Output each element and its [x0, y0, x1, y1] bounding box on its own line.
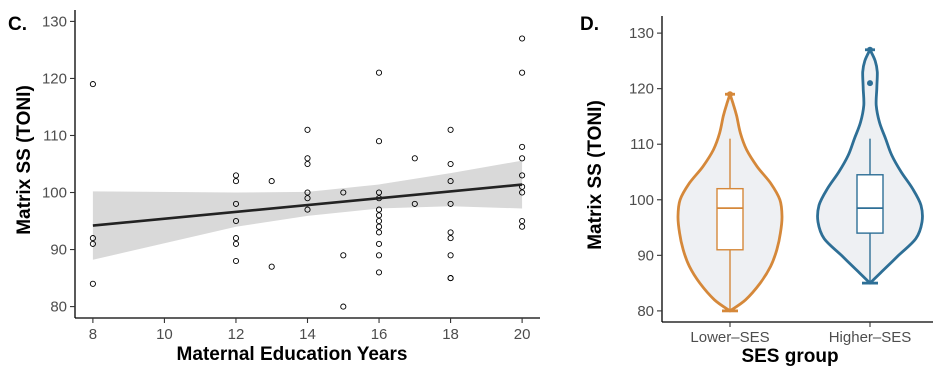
data-point	[304, 195, 311, 202]
panel-c-x-axis-title: Maternal Education Years	[177, 344, 408, 365]
data-point	[304, 126, 311, 133]
data-point	[232, 257, 240, 265]
data-point	[375, 206, 383, 213]
data-point	[268, 178, 275, 185]
panel-d-label: D.	[580, 14, 599, 35]
box	[716, 187, 744, 251]
panel-c-axes: 80 90 100 110 120 130 8 10 12 14 16 18 20	[42, 10, 540, 343]
data-point	[232, 178, 240, 185]
y-tick-label: 120	[629, 81, 654, 98]
confidence-band-area	[92, 160, 523, 260]
scatter-points	[89, 35, 526, 310]
data-point	[447, 200, 454, 207]
panel-d-y-axis-title: Matrix SS (TONI)	[585, 100, 606, 250]
y-tick-label: 110	[43, 127, 67, 144]
data-point	[375, 217, 383, 225]
data-point	[519, 35, 526, 42]
x-tick-label: 14	[299, 326, 316, 343]
data-point	[447, 229, 454, 236]
x-tick-label: 20	[514, 326, 531, 343]
x-tick-label: Higher–SES	[829, 329, 912, 346]
y-tick-label: 130	[42, 13, 67, 30]
data-point	[89, 235, 96, 242]
data-point	[447, 275, 454, 282]
x-tick-label: 10	[156, 326, 173, 343]
box	[856, 174, 884, 234]
data-point	[340, 303, 347, 310]
outlier-point	[867, 80, 873, 87]
y-tick-label: 120	[42, 70, 67, 87]
y-tick-label: 130	[629, 25, 654, 42]
data-point	[519, 189, 526, 196]
data-point	[232, 240, 240, 247]
data-point	[447, 178, 454, 185]
x-tick-label: 18	[442, 326, 459, 343]
data-point	[447, 252, 454, 259]
data-point	[447, 126, 454, 133]
data-point	[375, 212, 383, 219]
data-point	[375, 138, 383, 145]
data-point	[375, 189, 383, 196]
y-tick-label: 110	[630, 136, 654, 153]
y-tick-label: 90	[637, 247, 654, 264]
data-point	[519, 172, 526, 179]
data-point	[519, 143, 526, 150]
data-point	[340, 252, 347, 259]
panel-d-violin: D. 80 90 100 110 120 130 Lower–SES Higher–SES S…	[580, 14, 933, 367]
data-point	[232, 172, 240, 179]
data-point	[304, 155, 311, 162]
x-tick-label: 16	[371, 326, 388, 343]
data-point	[447, 160, 454, 168]
data-point	[232, 235, 240, 242]
panel-c-label: C.	[8, 14, 27, 35]
outlier-point	[727, 91, 733, 98]
data-point	[519, 69, 526, 76]
y-tick-label: 80	[50, 299, 67, 316]
violins	[676, 46, 924, 313]
data-point	[304, 189, 311, 196]
y-tick-label: 100	[42, 185, 67, 202]
data-point	[375, 240, 383, 247]
y-tick-label: 80	[637, 303, 654, 320]
data-point	[340, 189, 347, 196]
data-point	[519, 217, 526, 225]
data-point	[519, 183, 526, 190]
data-point	[411, 155, 418, 162]
x-tick-label: 8	[89, 326, 97, 343]
data-point	[268, 263, 275, 270]
confidence-band	[92, 160, 523, 260]
data-point	[411, 200, 418, 207]
data-point	[519, 155, 526, 162]
panel-d-x-axis-title: SES group	[741, 346, 838, 367]
data-point	[375, 252, 383, 259]
data-point	[375, 269, 383, 276]
regression-line	[92, 183, 523, 227]
y-tick-label: 100	[629, 192, 654, 209]
y-tick-label: 90	[50, 242, 67, 259]
panel-c-scatter: C. 80 90 100 110 120 130 8 10 12 14 16 18 20 Materna…	[8, 10, 540, 365]
data-point	[304, 160, 311, 168]
data-point	[375, 229, 383, 236]
data-point	[89, 280, 96, 287]
x-tick-label: Lower–SES	[690, 329, 769, 346]
data-point	[375, 223, 383, 230]
fit-line	[92, 183, 523, 227]
data-point	[375, 69, 383, 76]
data-point	[89, 81, 96, 88]
data-point	[232, 200, 240, 207]
data-point	[304, 206, 311, 213]
data-point	[447, 235, 454, 242]
outlier-point	[867, 46, 873, 53]
x-tick-label: 12	[228, 326, 245, 343]
panel-c-y-axis-title: Matrix SS (TONI)	[14, 85, 35, 235]
data-point	[89, 240, 96, 247]
data-point	[519, 223, 526, 230]
data-point	[232, 217, 240, 225]
panel-d-axes: 80 90 100 110 120 130 Lower–SES Higher–SES	[629, 16, 933, 346]
